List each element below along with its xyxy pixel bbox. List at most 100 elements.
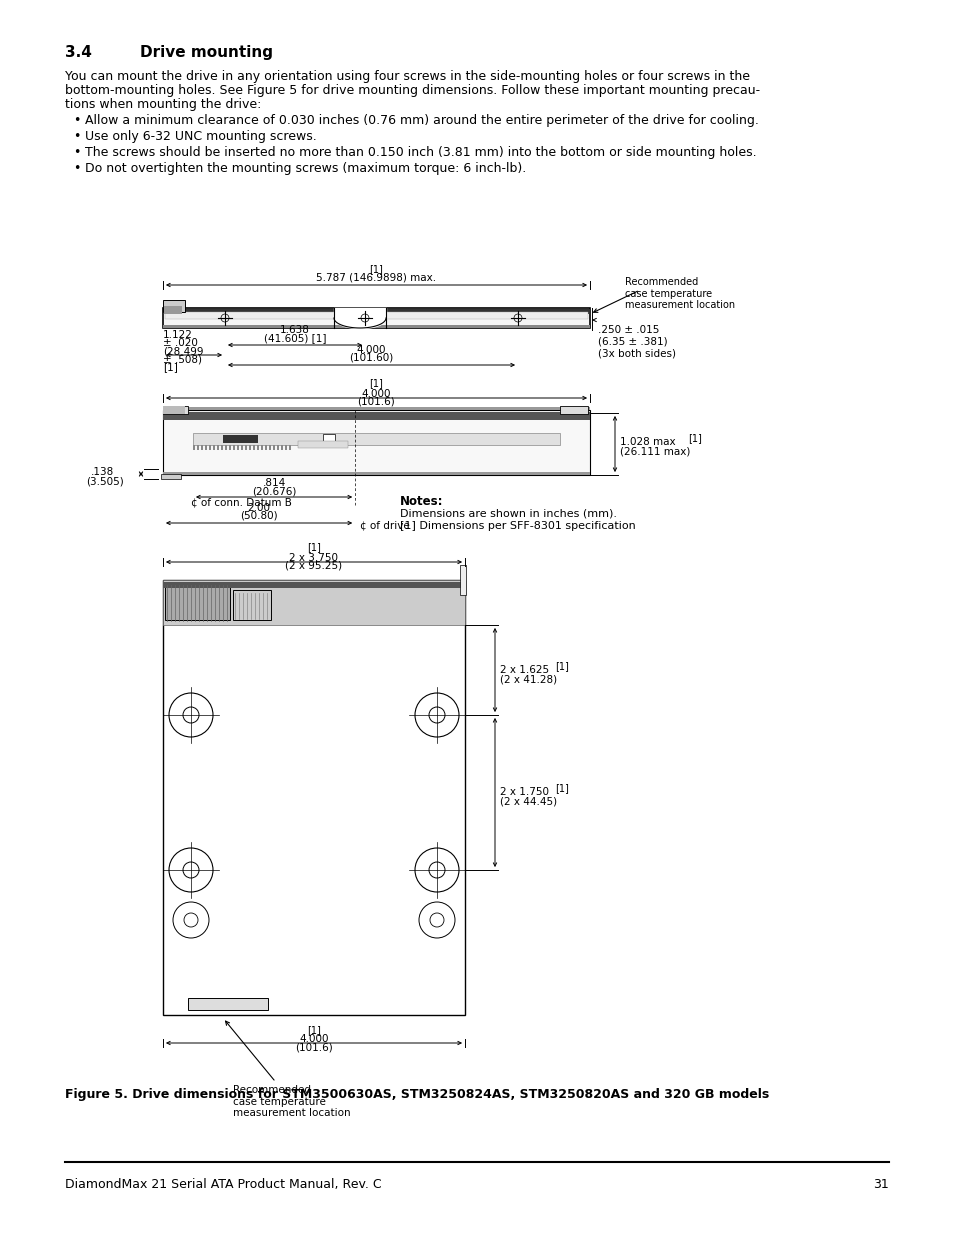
Text: Allow a minimum clearance of 0.030 inches (0.76 mm) around the entire perimeter : Allow a minimum clearance of 0.030 inche…: [85, 114, 758, 127]
Text: [1]: [1]: [369, 264, 383, 274]
Bar: [163, 582, 464, 588]
Text: (3.505): (3.505): [86, 475, 124, 487]
Text: Recommended
case temperature
measurement location: Recommended case temperature measurement…: [225, 1021, 351, 1118]
Bar: [285, 445, 287, 450]
Bar: [196, 445, 199, 450]
Bar: [163, 408, 589, 410]
Text: 3.4: 3.4: [65, 44, 91, 61]
Text: .250 ± .015: .250 ± .015: [598, 325, 659, 335]
Text: Figure 5. Drive dimensions for STM3500630AS, STM3250824AS, STM3250820AS and 320 : Figure 5. Drive dimensions for STM350063…: [65, 1088, 768, 1100]
Bar: [163, 325, 589, 329]
Bar: [165, 582, 230, 620]
Text: •: •: [73, 146, 80, 159]
Text: 1.122: 1.122: [163, 330, 193, 340]
Text: [1] Dimensions per SFF-8301 specification: [1] Dimensions per SFF-8301 specificatio…: [399, 521, 635, 531]
Bar: [209, 445, 211, 450]
Text: ± .020: ± .020: [163, 338, 197, 348]
Text: ± .508): ± .508): [163, 354, 202, 364]
Text: .814: .814: [262, 478, 285, 488]
Bar: [163, 406, 188, 414]
Bar: [297, 441, 348, 448]
Text: tions when mounting the drive:: tions when mounting the drive:: [65, 98, 261, 111]
Bar: [273, 445, 274, 450]
Bar: [216, 445, 219, 450]
Bar: [221, 445, 223, 450]
Bar: [236, 445, 239, 450]
Bar: [205, 445, 207, 450]
Text: (101.60): (101.60): [349, 353, 393, 363]
Bar: [249, 445, 251, 450]
Text: [1]: [1]: [369, 378, 383, 388]
Text: 5.787 (146.9898) max.: 5.787 (146.9898) max.: [316, 272, 436, 282]
Bar: [213, 445, 214, 450]
Text: •: •: [73, 130, 80, 143]
Bar: [459, 564, 465, 595]
Text: ¢ of conn. Datum B: ¢ of conn. Datum B: [191, 496, 292, 508]
Text: The screws should be inserted no more than 0.150 inch (3.81 mm) into the bottom : The screws should be inserted no more th…: [85, 146, 756, 159]
Text: Do not overtighten the mounting screws (maximum torque: 6 inch-lb).: Do not overtighten the mounting screws (…: [85, 162, 526, 175]
Text: 4.000: 4.000: [355, 345, 385, 354]
Text: (20.676): (20.676): [252, 487, 296, 496]
Bar: [241, 445, 243, 450]
Text: 2.00: 2.00: [248, 503, 271, 513]
Text: Use only 6-32 UNC mounting screws.: Use only 6-32 UNC mounting screws.: [85, 130, 316, 143]
Text: 1.638: 1.638: [280, 325, 310, 335]
Text: 1.028 max: 1.028 max: [619, 437, 675, 447]
Bar: [163, 580, 464, 1015]
Text: Dimensions are shown in inches (mm).: Dimensions are shown in inches (mm).: [399, 509, 617, 519]
Bar: [188, 998, 268, 1010]
Text: [1]: [1]: [307, 542, 320, 552]
Text: [1]: [1]: [555, 783, 568, 793]
Text: (2 x 41.28): (2 x 41.28): [499, 674, 557, 684]
Text: (2 x 95.25): (2 x 95.25): [285, 561, 342, 571]
Bar: [163, 308, 589, 329]
Text: Notes:: Notes:: [399, 495, 443, 508]
Bar: [163, 412, 589, 420]
Bar: [559, 406, 587, 414]
Bar: [161, 474, 181, 479]
Bar: [233, 445, 234, 450]
Bar: [225, 445, 227, 450]
Text: •: •: [73, 162, 80, 175]
Text: (101.6): (101.6): [294, 1042, 333, 1052]
Bar: [163, 472, 589, 475]
Text: [1]: [1]: [307, 1025, 320, 1035]
Text: 31: 31: [872, 1178, 888, 1191]
Bar: [163, 309, 589, 314]
Bar: [223, 435, 257, 443]
Text: 2 x 3.750: 2 x 3.750: [289, 553, 338, 563]
Bar: [229, 445, 231, 450]
Text: 2 x 1.750: 2 x 1.750: [499, 787, 548, 797]
Bar: [256, 445, 258, 450]
Text: (26.111 max): (26.111 max): [619, 446, 690, 456]
Text: [1]: [1]: [687, 433, 701, 443]
Text: (6.35 ± .381): (6.35 ± .381): [598, 337, 667, 347]
Text: (101.6): (101.6): [357, 396, 395, 408]
Bar: [163, 406, 185, 414]
Text: •: •: [73, 114, 80, 127]
Bar: [165, 312, 587, 319]
Bar: [163, 410, 589, 475]
Text: (2 x 44.45): (2 x 44.45): [499, 797, 557, 806]
Bar: [164, 306, 182, 314]
Text: (28.499: (28.499: [163, 346, 203, 356]
Bar: [276, 445, 278, 450]
Text: .138: .138: [91, 467, 114, 477]
Bar: [233, 590, 271, 620]
Text: ¢ of drive: ¢ of drive: [360, 520, 410, 530]
Bar: [269, 445, 271, 450]
Text: You can mount the drive in any orientation using four screws in the side-mountin: You can mount the drive in any orientati…: [65, 70, 749, 83]
Text: [1]: [1]: [163, 362, 177, 372]
Text: Recommended
case temperature
measurement location: Recommended case temperature measurement…: [624, 277, 735, 310]
Bar: [201, 445, 203, 450]
Text: Drive mounting: Drive mounting: [140, 44, 273, 61]
Bar: [281, 445, 283, 450]
Text: (41.605) [1]: (41.605) [1]: [263, 333, 326, 343]
Text: 4.000: 4.000: [361, 389, 391, 399]
Bar: [261, 445, 263, 450]
Bar: [253, 445, 254, 450]
Text: 4.000: 4.000: [299, 1034, 329, 1044]
Text: DiamondMax 21 Serial ATA Product Manual, Rev. C: DiamondMax 21 Serial ATA Product Manual,…: [65, 1178, 381, 1191]
Bar: [163, 580, 464, 625]
Text: (50.80): (50.80): [240, 511, 277, 521]
